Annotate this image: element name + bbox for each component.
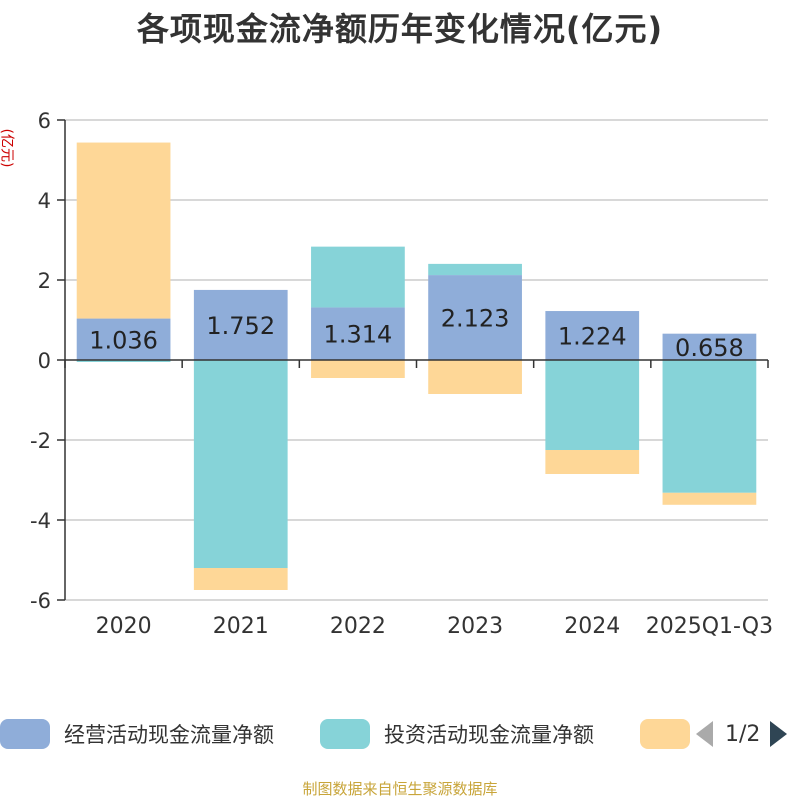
chart-plot: 6 4 2 0 -2 -4 -6 1.036 2020 1.752 2021 1.314 2022 2.1…	[30, 109, 773, 639]
legend-item-operating[interactable]: 经营活动现金流量净额	[0, 716, 274, 752]
bar-operating-2024	[545, 311, 640, 360]
bar-investing-2023	[428, 263, 522, 276]
y-tick-label: -6	[30, 589, 51, 613]
bar-financing-2020	[76, 142, 171, 319]
x-tick-label: 2023	[447, 614, 503, 639]
data-label: 1.036	[89, 326, 158, 354]
x-tick-label: 2025Q1-Q3	[646, 614, 773, 639]
bar-operating-2025Q1-Q3	[662, 333, 757, 360]
y-tick-label: 6	[38, 109, 51, 133]
legend-label-investing: 投资活动现金流量净额	[384, 723, 594, 747]
bar-financing-2022	[311, 360, 405, 378]
bar-financing-2021	[193, 568, 288, 590]
x-tick-label: 2022	[330, 614, 386, 639]
bar-investing-2025Q1-Q3	[662, 360, 757, 493]
data-source-note: 制图数据来自恒生聚源数据库	[302, 780, 498, 798]
data-label: 1.314	[324, 321, 393, 349]
bar-operating-2023	[428, 275, 522, 360]
legend-swatch-operating	[0, 719, 50, 749]
data-label: 1.224	[558, 323, 627, 351]
legend-label-operating: 经营活动现金流量净额	[64, 723, 274, 747]
pager-prev-icon[interactable]	[696, 721, 713, 747]
legend-item-investing[interactable]: 投资活动现金流量净额	[320, 716, 594, 752]
bar-financing-2023	[428, 360, 522, 394]
x-tick-label: 2020	[96, 614, 152, 639]
legend-swatch-investing	[320, 719, 370, 749]
bar-investing-2021	[193, 360, 288, 568]
legend-item-financing[interactable]	[640, 716, 690, 752]
bar-operating-2020	[76, 318, 171, 360]
bar-investing-2024	[545, 360, 640, 450]
y-tick-label: -2	[30, 429, 51, 453]
data-label: 1.752	[206, 312, 275, 340]
bar-operating-2022	[311, 307, 405, 360]
data-label: 2.123	[441, 305, 510, 333]
y-tick-label: 2	[38, 269, 51, 293]
bar-operating-2021	[193, 289, 288, 360]
bar-financing-2024	[545, 450, 640, 474]
legend: 经营活动现金流量净额 投资活动现金流量净额	[0, 716, 800, 756]
pager-next-icon[interactable]	[770, 721, 788, 747]
data-label: 0.658	[675, 334, 744, 362]
pager-page-indicator: 1/2	[725, 721, 761, 747]
legend-pager: 1/2	[694, 716, 800, 752]
bar-investing-2020	[76, 360, 171, 362]
y-tick-label: 4	[38, 189, 51, 213]
chart-title: 各项现金流净额历年变化情况(亿元)	[136, 10, 664, 48]
x-tick-label: 2024	[564, 614, 620, 639]
bar-financing-2025Q1-Q3	[662, 492, 757, 505]
y-tick-label: 0	[38, 349, 51, 373]
y-tick-label: -4	[30, 509, 51, 533]
x-tick-label: 2021	[213, 614, 269, 639]
legend-swatch-financing	[640, 719, 690, 749]
bar-investing-2022	[311, 246, 405, 308]
